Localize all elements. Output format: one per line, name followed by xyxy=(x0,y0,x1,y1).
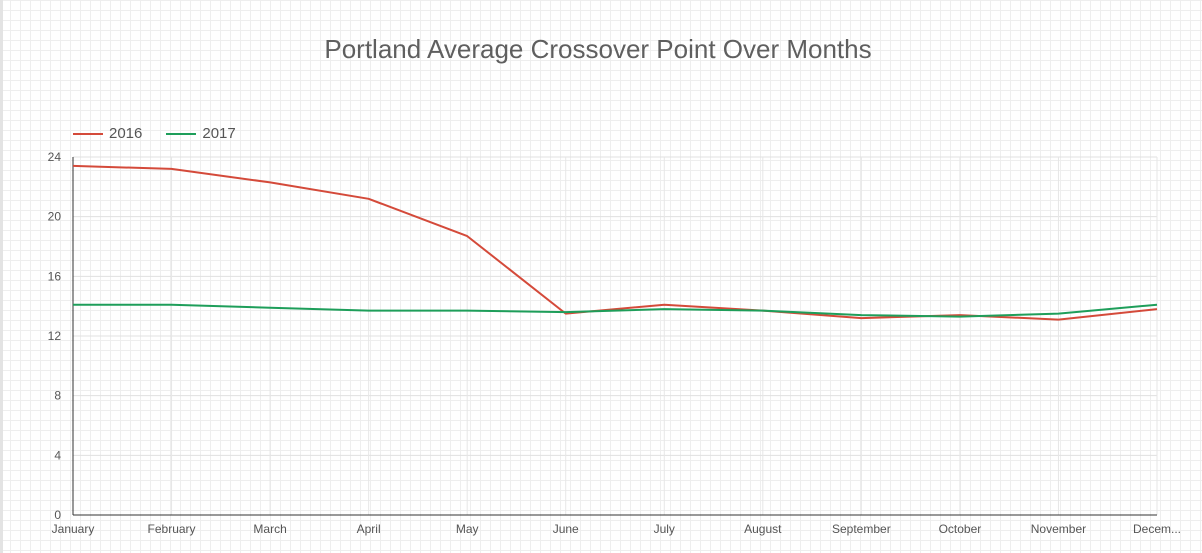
x-tick-label: September xyxy=(832,522,891,536)
legend-label-2017: 2017 xyxy=(202,125,236,142)
x-tick-label: October xyxy=(939,522,982,536)
series-line-2017 xyxy=(73,303,1158,318)
y-tick-label: 16 xyxy=(48,269,62,283)
legend-swatch-2016 xyxy=(73,132,103,135)
legend-swatch-2017 xyxy=(166,132,197,135)
x-tick-label: July xyxy=(654,522,675,536)
y-tick-label: 0 xyxy=(54,508,61,522)
left-border xyxy=(0,0,3,553)
legend-label-2016: 2016 xyxy=(109,125,143,142)
series-line-2016 xyxy=(72,164,1158,321)
x-tick-label: June xyxy=(553,522,579,536)
x-tick-label: August xyxy=(744,522,782,536)
x-tick-label: March xyxy=(253,522,286,536)
y-tick-label: 12 xyxy=(48,329,62,343)
x-tick-label: April xyxy=(357,522,381,536)
x-tick-label: January xyxy=(52,522,95,536)
y-tick-label: 8 xyxy=(54,389,61,403)
y-tick-label: 4 xyxy=(54,448,61,462)
y-tick-label: 24 xyxy=(48,150,62,164)
chart-legend: 2016 2017 xyxy=(73,125,236,142)
x-tick-label: November xyxy=(1031,522,1086,536)
x-tick-label: Decem... xyxy=(1133,522,1181,536)
chart-title: Portland Average Crossover Point Over Mo… xyxy=(324,34,872,64)
x-tick-label: February xyxy=(148,522,196,536)
legend-item-2016[interactable]: 2016 xyxy=(73,125,142,142)
legend-item-2017[interactable]: 2017 xyxy=(166,125,236,142)
y-tick-label: 20 xyxy=(48,210,62,224)
x-tick-label: May xyxy=(456,522,479,536)
